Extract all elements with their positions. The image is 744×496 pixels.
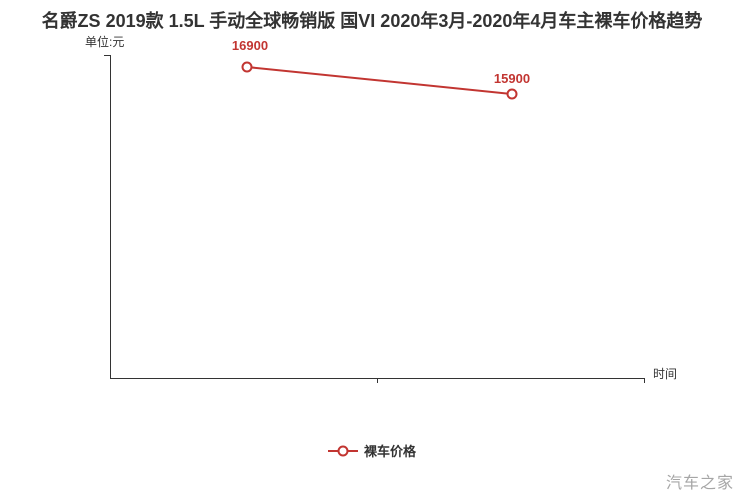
x-axis-line (110, 378, 645, 379)
data-point-marker-2 (506, 88, 518, 100)
series-line (246, 66, 513, 95)
legend-marker-icon (327, 445, 358, 456)
x-axis-tick-mid (377, 379, 378, 383)
y-axis-unit-label: 单位:元 (85, 35, 125, 49)
y-axis-tick (104, 55, 110, 56)
chart-title: 名爵ZS 2019款 1.5L 手动全球畅销版 国VI 2020年3月-2020… (41, 11, 703, 31)
legend-label: 裸车价格 (363, 444, 416, 459)
x-axis-tick-end (644, 379, 645, 383)
legend-item[interactable]: 裸车价格 (0, 441, 744, 460)
data-point-marker-1 (241, 61, 253, 73)
autohome-watermark: 汽车之家 (665, 475, 734, 492)
y-axis-line (110, 55, 111, 378)
data-point-label-1: 16900 (231, 38, 269, 53)
data-point-label-2: 15900 (493, 71, 531, 86)
x-axis-label: 时间 (653, 367, 678, 381)
